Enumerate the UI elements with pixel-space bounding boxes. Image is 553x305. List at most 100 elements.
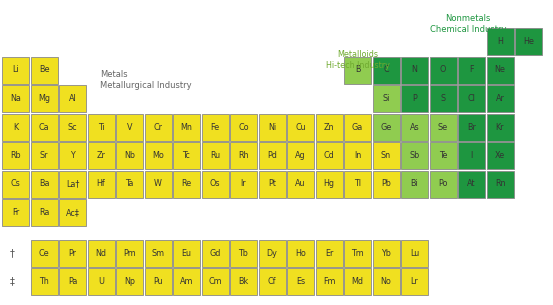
Text: Th: Th [39,277,49,286]
FancyBboxPatch shape [316,113,342,141]
FancyBboxPatch shape [87,268,114,295]
FancyBboxPatch shape [173,170,200,198]
FancyBboxPatch shape [401,85,428,112]
FancyBboxPatch shape [87,142,114,169]
Text: Ca: Ca [39,123,49,131]
FancyBboxPatch shape [344,239,371,267]
Text: Mg: Mg [38,94,50,103]
FancyBboxPatch shape [487,113,514,141]
FancyBboxPatch shape [173,113,200,141]
Text: Br: Br [467,123,476,131]
FancyBboxPatch shape [230,239,257,267]
FancyBboxPatch shape [173,142,200,169]
Text: Xe: Xe [495,151,505,160]
FancyBboxPatch shape [2,113,29,141]
Text: Si: Si [382,94,390,103]
Text: Lu: Lu [410,249,419,257]
Text: Te: Te [439,151,447,160]
Text: Al: Al [69,94,76,103]
Text: Re: Re [181,180,191,188]
Text: Nonmetals
Chemical Industry: Nonmetals Chemical Industry [430,14,506,34]
FancyBboxPatch shape [373,142,399,169]
Text: Ho: Ho [295,249,306,257]
Text: †: † [9,248,14,258]
Text: Metalloids
Hi-tech Industry: Metalloids Hi-tech Industry [326,50,390,70]
Text: Ne: Ne [494,66,505,74]
Text: Ba: Ba [39,180,49,188]
Text: Be: Be [39,66,49,74]
FancyBboxPatch shape [59,239,86,267]
Text: Mn: Mn [181,123,192,131]
Text: Pd: Pd [267,151,277,160]
FancyBboxPatch shape [487,142,514,169]
Text: La†: La† [66,180,79,188]
Text: No: No [380,277,392,286]
FancyBboxPatch shape [116,142,143,169]
FancyBboxPatch shape [116,113,143,141]
Text: O: O [440,66,446,74]
FancyBboxPatch shape [59,85,86,112]
Text: F: F [469,66,474,74]
Text: Hg: Hg [324,180,335,188]
Text: N: N [411,66,418,74]
Text: Zr: Zr [97,151,106,160]
FancyBboxPatch shape [373,239,399,267]
FancyBboxPatch shape [30,199,58,226]
FancyBboxPatch shape [2,199,29,226]
FancyBboxPatch shape [144,268,171,295]
Text: K: K [13,123,18,131]
Text: In: In [354,151,361,160]
Text: Li: Li [12,66,19,74]
Text: Po: Po [438,180,448,188]
FancyBboxPatch shape [116,268,143,295]
FancyBboxPatch shape [316,268,342,295]
Text: Y: Y [70,151,75,160]
FancyBboxPatch shape [59,142,86,169]
FancyBboxPatch shape [401,113,428,141]
FancyBboxPatch shape [373,113,399,141]
Text: Au: Au [295,180,306,188]
Text: Md: Md [352,277,363,286]
FancyBboxPatch shape [401,142,428,169]
Text: Am: Am [180,277,193,286]
Text: Na: Na [10,94,21,103]
Text: Ru: Ru [210,151,220,160]
FancyBboxPatch shape [2,170,29,198]
FancyBboxPatch shape [258,239,285,267]
Text: Np: Np [124,277,135,286]
FancyBboxPatch shape [258,113,285,141]
FancyBboxPatch shape [258,170,285,198]
FancyBboxPatch shape [316,170,342,198]
Text: B: B [355,66,360,74]
Text: As: As [410,123,419,131]
FancyBboxPatch shape [30,56,58,84]
FancyBboxPatch shape [287,142,314,169]
FancyBboxPatch shape [87,239,114,267]
FancyBboxPatch shape [87,113,114,141]
FancyBboxPatch shape [287,170,314,198]
Text: Sb: Sb [409,151,420,160]
Text: U: U [98,277,104,286]
Text: C: C [383,66,389,74]
Text: W: W [154,180,162,188]
FancyBboxPatch shape [344,142,371,169]
Text: Ar: Ar [495,94,504,103]
Text: Fm: Fm [323,277,335,286]
FancyBboxPatch shape [30,85,58,112]
FancyBboxPatch shape [2,85,29,112]
FancyBboxPatch shape [258,142,285,169]
Text: Pb: Pb [381,180,391,188]
Text: At: At [467,180,476,188]
Text: Nd: Nd [96,249,107,257]
FancyBboxPatch shape [30,170,58,198]
Text: S: S [440,94,446,103]
Text: Ta: Ta [126,180,134,188]
FancyBboxPatch shape [116,239,143,267]
Text: Es: Es [296,277,305,286]
Text: Ag: Ag [295,151,306,160]
Text: Tl: Tl [354,180,361,188]
FancyBboxPatch shape [458,85,485,112]
Text: Os: Os [210,180,220,188]
FancyBboxPatch shape [487,28,514,55]
FancyBboxPatch shape [144,113,171,141]
